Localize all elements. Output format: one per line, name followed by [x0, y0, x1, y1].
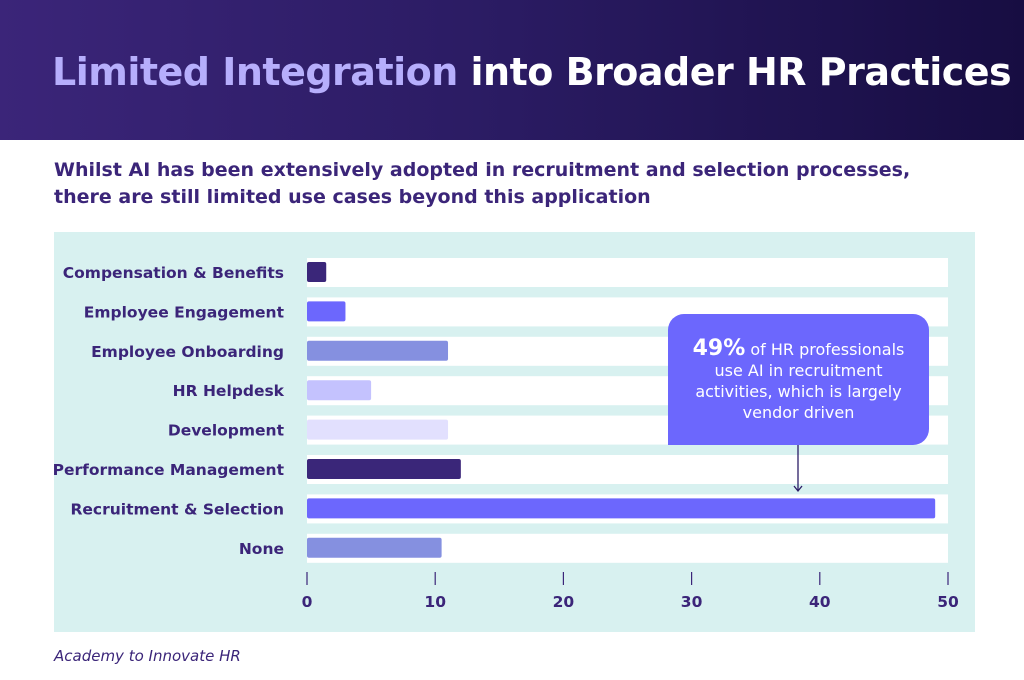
category-label: HR Helpdesk [173, 382, 285, 400]
bar [307, 380, 372, 401]
callout-box: 49% of HR professionals use AI in recrui… [668, 314, 929, 445]
x-tick-label: 20 [553, 593, 575, 611]
bar [307, 301, 346, 322]
title-rest: into Broader HR Practices [457, 50, 1012, 94]
subtitle-line: Whilst AI has been extensively adopted i… [54, 159, 911, 181]
category-label: None [239, 540, 284, 558]
header-banner: Limited Integration into Broader HR Prac… [0, 0, 1024, 140]
bar [307, 419, 449, 440]
callout-value: 49% [692, 336, 746, 361]
category-label: Employee Engagement [84, 303, 285, 321]
callout-text: use AI in recruitment [714, 361, 883, 380]
subtitle-line: there are still limited use cases beyond… [54, 186, 651, 208]
callout-text: activities, which is largely [695, 382, 902, 401]
bar [307, 459, 461, 479]
x-tick-label: 50 [937, 593, 959, 611]
category-label: Development [168, 422, 285, 440]
bar [307, 537, 442, 558]
category-label: Performance Management [53, 461, 285, 479]
page-title: Limited Integration into Broader HR Prac… [52, 50, 1012, 94]
title-highlight: Limited Integration [52, 50, 458, 94]
bar [307, 340, 449, 361]
x-tick-label: 10 [424, 593, 446, 611]
bar [307, 262, 327, 282]
bar-track [307, 258, 948, 287]
category-label: Employee Onboarding [91, 343, 284, 361]
x-tick-label: 30 [681, 593, 703, 611]
callout-text: of HR professionals [745, 340, 905, 359]
callout-text: vendor driven [742, 403, 855, 422]
category-label: Recruitment & Selection [70, 500, 284, 518]
x-tick-label: 0 [302, 593, 313, 611]
bar [307, 498, 936, 519]
arrow-head-icon [793, 485, 803, 493]
x-tick-label: 40 [809, 593, 831, 611]
subtitle: Whilst AI has been extensively adopted i… [54, 157, 954, 211]
category-label: Compensation & Benefits [63, 264, 284, 282]
source-credit: Academy to Innovate HR [54, 647, 241, 665]
